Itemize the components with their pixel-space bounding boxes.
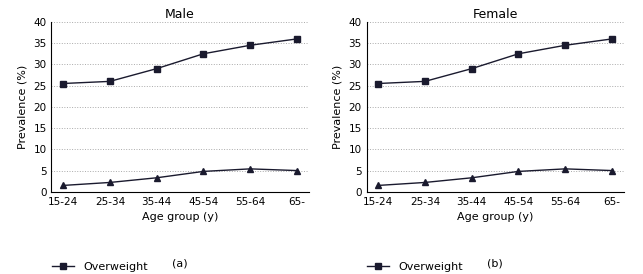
Obesity: [246, 167, 254, 170]
Obesity: [293, 169, 301, 172]
Text: (b): (b): [487, 259, 503, 269]
Obesity: [514, 170, 522, 173]
Overweight: [153, 67, 161, 70]
Obesity: [561, 167, 569, 170]
Obesity: [59, 184, 67, 187]
X-axis label: Age group (y): Age group (y): [457, 212, 533, 222]
Overweight: [468, 67, 476, 70]
Overweight: [106, 80, 114, 83]
Overweight: [514, 52, 522, 55]
Obesity: [608, 169, 616, 172]
Line: Obesity: Obesity: [60, 166, 300, 189]
Obesity: [199, 170, 207, 173]
Overweight: [421, 80, 429, 83]
Text: (a): (a): [172, 259, 188, 269]
Overweight: [246, 44, 254, 47]
Title: Female: Female: [473, 8, 518, 21]
Overweight: [199, 52, 207, 55]
Obesity: [106, 181, 114, 184]
Overweight: [374, 82, 382, 85]
Line: Overweight: Overweight: [375, 36, 615, 87]
Y-axis label: Prevalence (%): Prevalence (%): [333, 65, 343, 149]
Legend: Overweight, Obesity: Overweight, Obesity: [52, 262, 148, 274]
Overweight: [608, 37, 616, 41]
Overweight: [59, 82, 67, 85]
Obesity: [374, 184, 382, 187]
Obesity: [153, 176, 161, 179]
Line: Overweight: Overweight: [60, 36, 300, 87]
Line: Obesity: Obesity: [375, 166, 615, 189]
Title: Male: Male: [165, 8, 195, 21]
Y-axis label: Prevalence (%): Prevalence (%): [18, 65, 28, 149]
Legend: Overweight, Obesity: Overweight, Obesity: [367, 262, 463, 274]
Obesity: [421, 181, 429, 184]
Overweight: [293, 37, 301, 41]
X-axis label: Age group (y): Age group (y): [142, 212, 218, 222]
Overweight: [561, 44, 569, 47]
Obesity: [468, 176, 476, 179]
